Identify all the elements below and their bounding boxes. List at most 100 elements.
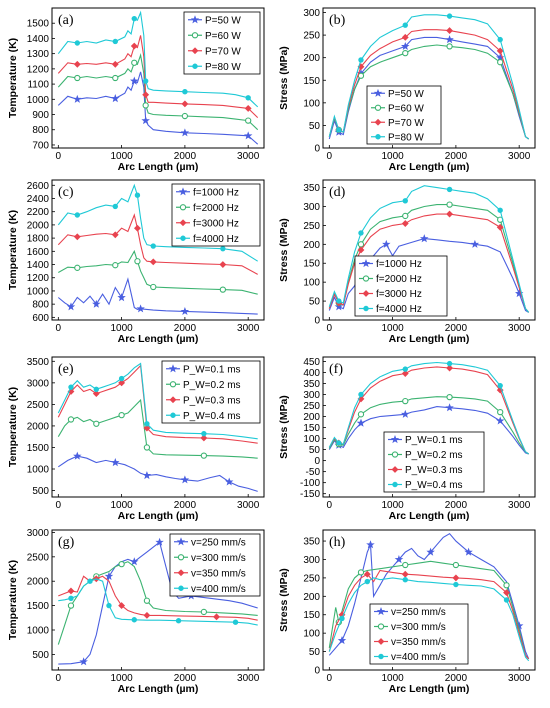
legend-marker xyxy=(178,585,184,591)
y-tick-label: 0 xyxy=(314,456,320,467)
series-marker-4 xyxy=(87,578,93,584)
y-tick-label: 0 xyxy=(314,144,320,155)
series-marker-2 xyxy=(497,59,504,66)
series-marker-4 xyxy=(93,386,99,393)
panel-label: (d) xyxy=(329,185,346,200)
legend-entry: P_W=0.1 ms xyxy=(405,435,463,446)
plot-area xyxy=(328,532,530,662)
x-tick-label: 3000 xyxy=(508,323,531,334)
legend-marker xyxy=(374,118,382,126)
y-tick-label: 300 xyxy=(303,202,320,213)
series-marker-1 xyxy=(155,537,164,546)
series-marker-4 xyxy=(131,15,137,22)
y-tick-label: 1500 xyxy=(27,443,50,454)
series-marker-4 xyxy=(446,186,453,193)
y-tick-label: 250 xyxy=(303,31,320,42)
series-marker-4 xyxy=(74,212,81,218)
x-tick-label: 3000 xyxy=(237,151,260,162)
series-marker-3 xyxy=(401,570,409,578)
y-tick-label: 1500 xyxy=(27,601,50,612)
panel-h: 0 1000 2000 3000 0 50 100 150 200 250 300 350 Arc Le… xyxy=(278,529,536,695)
x-axis-label: Arc Length (µm) xyxy=(118,683,199,695)
series-marker-4 xyxy=(68,384,74,390)
x-tick-label: 0 xyxy=(56,151,62,162)
series-line-2 xyxy=(58,249,258,295)
x-tick-label: 1000 xyxy=(110,673,133,684)
legend-marker xyxy=(361,259,371,268)
series-marker-3 xyxy=(143,424,151,432)
series-marker-3 xyxy=(67,587,75,595)
axes-frame xyxy=(51,179,265,321)
legend-marker xyxy=(179,219,187,227)
series-marker-1 xyxy=(334,302,343,311)
series-marker-1 xyxy=(394,555,404,564)
legend-marker xyxy=(375,134,381,140)
series-marker-4 xyxy=(336,127,342,133)
series-marker-1 xyxy=(92,299,101,308)
series-marker-1 xyxy=(111,458,120,467)
series-marker-2 xyxy=(200,452,208,459)
series-line-1 xyxy=(58,541,258,665)
series-marker-2 xyxy=(143,597,151,604)
series-marker-4 xyxy=(364,578,370,585)
legend-marker xyxy=(390,435,400,444)
series-line-3 xyxy=(57,364,258,444)
legend-marker xyxy=(362,275,370,282)
series-line-1 xyxy=(328,406,529,455)
y-tick-label: 800 xyxy=(32,300,49,311)
legend-entry: f=2000 Hz xyxy=(193,203,239,214)
panel-label: (e) xyxy=(58,362,74,377)
legend-box xyxy=(169,533,261,597)
y-tick-label: 150 xyxy=(303,610,320,621)
series-marker-1 xyxy=(337,636,347,645)
y-tick-label: 200 xyxy=(303,592,320,603)
series-line-4 xyxy=(328,185,530,313)
series-marker-1 xyxy=(66,302,76,311)
y-tick-label: 3000 xyxy=(27,378,50,389)
legend-marker xyxy=(180,235,186,241)
x-axis-label: Arc Length (µm) xyxy=(389,333,470,345)
legend-box xyxy=(354,255,448,317)
series-marker-2 xyxy=(143,444,151,451)
series-marker-3 xyxy=(73,233,81,241)
legend: P=50 W P=60 W P=70 W P=80 W xyxy=(183,11,261,75)
axes-frame xyxy=(322,179,536,321)
series-marker-2 xyxy=(357,72,365,79)
y-tick-label: 200 xyxy=(303,240,320,251)
y-tick-label: 350 xyxy=(303,183,320,194)
series-marker-2 xyxy=(67,416,75,423)
series-marker-2 xyxy=(142,102,149,109)
series-line-2 xyxy=(328,396,530,455)
series-marker-4 xyxy=(503,597,510,603)
legend-entry: P_W=0.1 ms xyxy=(183,364,241,375)
x-tick-label: 1000 xyxy=(381,151,404,162)
series-marker-1 xyxy=(382,239,391,248)
series-marker-3 xyxy=(181,100,189,108)
y-tick-label: 900 xyxy=(32,110,49,121)
y-tick-label: 2000 xyxy=(27,421,50,432)
series-marker-1 xyxy=(445,403,454,412)
y-axis-label: Temperature (K) xyxy=(7,38,19,118)
series-marker-4 xyxy=(112,38,118,45)
series-marker-2 xyxy=(181,112,189,120)
y-tick-label: 350 xyxy=(303,537,320,548)
x-tick-label: 2000 xyxy=(445,500,468,511)
series-marker-4 xyxy=(358,57,364,63)
legend-entry: P=70 W xyxy=(388,118,424,129)
series-marker-3 xyxy=(446,27,453,35)
series-marker-3 xyxy=(118,602,126,610)
y-tick-label: 250 xyxy=(303,221,320,232)
series-marker-1 xyxy=(73,451,82,460)
series-marker-1 xyxy=(445,35,454,44)
series-marker-3 xyxy=(401,370,409,377)
series-marker-4 xyxy=(175,618,182,624)
series-line-4 xyxy=(328,361,530,455)
panel-d: 0 1000 2000 3000 0 50 100 150 200 250 300 350 Arc Le… xyxy=(278,179,536,345)
legend-marker xyxy=(192,63,198,69)
y-tick-label: 1800 xyxy=(27,234,50,245)
panel-label: (c) xyxy=(58,185,74,200)
legend-marker xyxy=(392,481,398,488)
series-marker-1 xyxy=(117,293,126,302)
panel-label: (a) xyxy=(58,13,74,28)
